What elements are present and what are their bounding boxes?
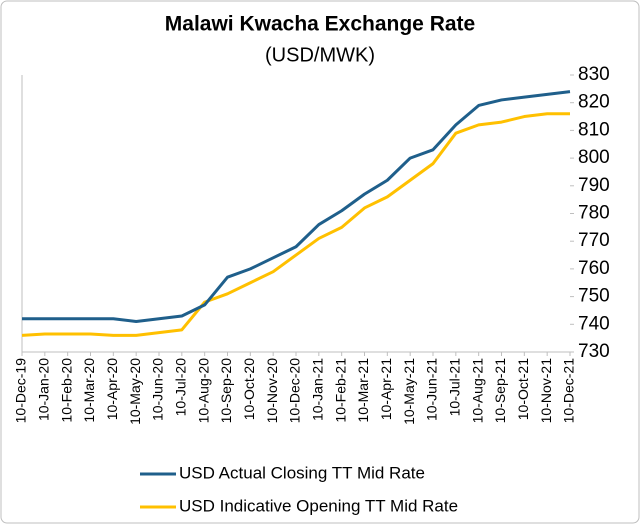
y-tick-label: 790 bbox=[578, 175, 610, 196]
legend-label: USD Actual Closing TT Mid Rate bbox=[179, 463, 425, 482]
x-tick-label: 10-Sep-20 bbox=[218, 358, 234, 424]
x-tick-label: 10-Oct-20 bbox=[241, 358, 257, 420]
y-tick-label: 760 bbox=[578, 258, 610, 279]
x-tick-label: 10-Apr-21 bbox=[378, 358, 394, 420]
x-tick-label: 10-Sep-21 bbox=[492, 358, 508, 424]
x-tick-label: 10-Dec-20 bbox=[287, 358, 303, 424]
x-tick-label: 10-Jul-21 bbox=[447, 358, 463, 417]
x-tick-label: 10-Feb-21 bbox=[332, 358, 348, 423]
x-tick-label: 10-May-21 bbox=[401, 358, 417, 425]
y-tick-label: 740 bbox=[578, 313, 610, 334]
y-tick-label: 730 bbox=[578, 341, 610, 362]
legend-label: USD Indicative Opening TT Mid Rate bbox=[179, 496, 458, 515]
y-tick-label: 780 bbox=[578, 203, 610, 224]
chart-subtitle: (USD/MWK) bbox=[265, 44, 375, 66]
y-tick-label: 830 bbox=[578, 64, 610, 85]
x-tick-label: 10-Jul-20 bbox=[173, 358, 189, 417]
x-tick-label: 10-Aug-20 bbox=[195, 358, 211, 424]
x-tick-label: 10-Jan-20 bbox=[36, 358, 52, 421]
chart-title: Malawi Kwacha Exchange Rate bbox=[165, 13, 475, 36]
x-tick-label: 10-Jun-21 bbox=[424, 358, 440, 421]
y-tick-label: 810 bbox=[578, 119, 610, 140]
x-tick-label: 10-Jan-21 bbox=[310, 358, 326, 421]
x-tick-label: 10-Apr-20 bbox=[104, 358, 120, 420]
y-tick-label: 770 bbox=[578, 230, 610, 251]
x-tick-label: 10-Nov-21 bbox=[538, 358, 554, 424]
x-tick-label: 10-Nov-20 bbox=[264, 358, 280, 424]
x-tick-label: 10-Jun-20 bbox=[150, 358, 166, 421]
x-tick-label: 10-Mar-20 bbox=[81, 358, 97, 423]
series-line bbox=[22, 90, 571, 324]
x-tick-label: 10-Aug-21 bbox=[469, 358, 485, 424]
y-tick-label: 800 bbox=[578, 147, 610, 168]
series-line bbox=[21, 112, 570, 337]
x-tick-label: 10-Oct-21 bbox=[515, 358, 531, 420]
x-tick-label: 10-Dec-21 bbox=[561, 358, 577, 424]
x-tick-label: 10-Dec-19 bbox=[13, 358, 29, 424]
x-tick-label: 10-Feb-20 bbox=[58, 358, 74, 423]
y-tick-label: 820 bbox=[578, 92, 610, 113]
x-tick-label: 10-May-20 bbox=[127, 358, 143, 425]
x-tick-label: 10-Mar-21 bbox=[355, 358, 371, 423]
y-tick-label: 750 bbox=[578, 286, 610, 307]
